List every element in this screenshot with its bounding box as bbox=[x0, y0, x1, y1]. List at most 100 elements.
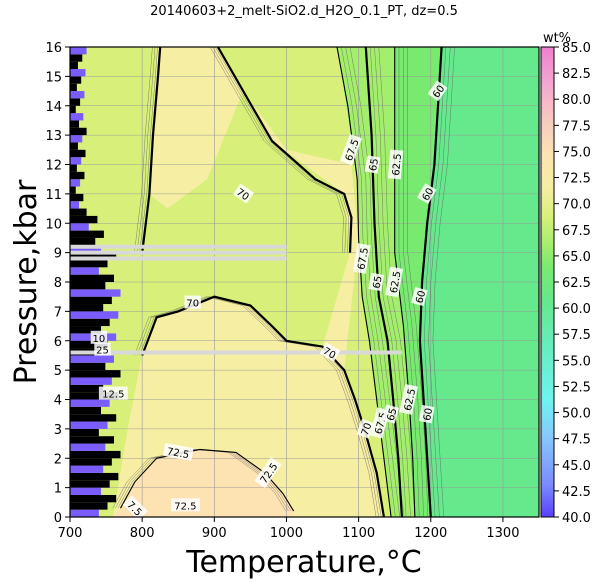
artifact-stripe bbox=[70, 362, 106, 371]
contour-label: 72.5 bbox=[171, 498, 200, 512]
x-tick-label: 1200 bbox=[414, 526, 447, 541]
colorbar-tick-label: 47.5 bbox=[562, 433, 591, 448]
data-gap-strip bbox=[70, 250, 287, 255]
contour-label-text: 72.5 bbox=[174, 501, 196, 512]
contour-label-bg bbox=[427, 80, 448, 102]
artifact-stripe bbox=[70, 406, 102, 415]
minor-contour-line bbox=[112, 449, 287, 512]
artifact-stripe bbox=[70, 215, 98, 224]
minor-contour-line bbox=[378, 47, 416, 517]
artifact-stripe bbox=[70, 502, 108, 510]
contour-label-text: 60 bbox=[422, 407, 435, 421]
colorbar-tick-label: 85.0 bbox=[562, 41, 591, 56]
contour-label: 65 bbox=[364, 155, 381, 174]
contour-label-text: 10 bbox=[93, 334, 106, 345]
minor-contour-line bbox=[432, 47, 455, 517]
artifact-stripe bbox=[70, 472, 119, 481]
artifact-stripe bbox=[70, 223, 89, 231]
contour-line-70 bbox=[141, 47, 162, 253]
contour-label-bg bbox=[368, 272, 385, 292]
artifact-stripe bbox=[70, 377, 112, 385]
contour-label-bg bbox=[417, 183, 437, 205]
x-axis-label: Temperature,°C bbox=[185, 545, 422, 580]
colorbar-tick-label: 80.0 bbox=[562, 93, 591, 108]
artifact-stripe bbox=[70, 494, 117, 503]
y-tick-label: 3 bbox=[54, 423, 62, 438]
artifact-stripe bbox=[70, 326, 102, 334]
artifact-stripe bbox=[70, 54, 83, 62]
artifact-stripe bbox=[70, 421, 108, 429]
artifact-stripe bbox=[70, 179, 81, 187]
colorbar-tick-label: 52.5 bbox=[562, 380, 591, 395]
contour-label-bg bbox=[387, 149, 404, 180]
plot-area bbox=[70, 47, 539, 517]
contour-label-bg bbox=[162, 443, 194, 461]
y-tick-label: 4 bbox=[54, 394, 62, 409]
x-tick-label: 700 bbox=[58, 526, 83, 541]
artifact-stripe bbox=[70, 157, 82, 165]
minor-contour-line bbox=[134, 296, 377, 517]
y-tick-label: 11 bbox=[45, 188, 62, 203]
contour-label: 60 bbox=[418, 404, 435, 424]
colorbar-label: wt% bbox=[543, 31, 571, 46]
data-gap-strip bbox=[70, 350, 402, 355]
contour-labels: 72.572.572.57070707067.567.567.565656562… bbox=[90, 80, 448, 521]
minor-contour-line bbox=[134, 47, 153, 253]
artifact-stripe bbox=[70, 171, 85, 180]
artifact-stripe bbox=[70, 274, 115, 282]
contour-label-bg bbox=[122, 495, 148, 521]
x-axis-ticks: 700 800 900 1000 1100 1200 1300 bbox=[58, 517, 519, 541]
contour-line-70 bbox=[216, 47, 353, 253]
minor-contour-line bbox=[139, 47, 158, 253]
data-gap-strip bbox=[70, 256, 287, 261]
artifact-stripe bbox=[70, 289, 121, 297]
contour-label-text: 62.5 bbox=[403, 388, 418, 412]
y-tick-label: 0 bbox=[54, 511, 62, 526]
y-axis-label: Pressure,kbar bbox=[9, 179, 44, 384]
y-tick-label: 8 bbox=[54, 276, 62, 291]
contour-label: 25 bbox=[94, 342, 111, 357]
contour-label: 62.5 bbox=[387, 149, 404, 180]
low-temperature-artifact-region bbox=[70, 47, 121, 517]
artifact-stripe bbox=[70, 392, 119, 400]
contour-label-text: 65 bbox=[372, 275, 385, 289]
artifact-stripe bbox=[70, 113, 84, 121]
minor-contour-line bbox=[215, 47, 350, 253]
artifact-stripe bbox=[70, 443, 106, 451]
contour-label-text: 65 bbox=[386, 407, 400, 422]
contour-label: 60 bbox=[411, 286, 428, 307]
y-tick-label: 13 bbox=[45, 129, 62, 144]
contour-line-72-5 bbox=[120, 448, 295, 512]
contour-label-bg bbox=[411, 286, 428, 307]
contour-band bbox=[113, 449, 294, 517]
artifact-stripe bbox=[70, 267, 99, 275]
y-tick-label: 10 bbox=[45, 217, 62, 232]
artifact-stripe bbox=[70, 69, 86, 77]
contour-label-bg bbox=[90, 330, 108, 344]
artifact-stripe bbox=[70, 465, 104, 473]
contour-label: 65 bbox=[382, 404, 400, 424]
colorbar-tick-label: 57.5 bbox=[562, 328, 591, 343]
artifact-stripe bbox=[70, 296, 112, 305]
contour-label: 67.5 bbox=[352, 243, 371, 274]
minor-contour-line bbox=[209, 47, 344, 253]
y-tick-label: 5 bbox=[54, 364, 62, 379]
minor-contour-line bbox=[136, 47, 156, 253]
contour-label-text: 60 bbox=[414, 290, 428, 305]
artifact-stripe bbox=[70, 61, 78, 70]
contour-label: 12.5 bbox=[98, 386, 128, 401]
colorbar-tick-label: 50.0 bbox=[562, 407, 591, 422]
artifact-stripe bbox=[70, 120, 80, 128]
contour-label-bg bbox=[339, 133, 362, 166]
colorbar: wt% 40.0 42.5 45.0 47.5 50.0 52.5 55.0 57.5 60.0… bbox=[540, 31, 591, 526]
artifact-stripe bbox=[70, 135, 83, 143]
x-tick-label: 900 bbox=[202, 526, 227, 541]
minor-contour-line bbox=[407, 47, 429, 517]
artifact-stripe bbox=[70, 142, 78, 150]
contour-label-bg bbox=[319, 342, 341, 362]
artifact-stripe bbox=[70, 201, 80, 209]
contour-label-text: 67.5 bbox=[356, 247, 371, 271]
contour-label: 65 bbox=[368, 272, 385, 292]
